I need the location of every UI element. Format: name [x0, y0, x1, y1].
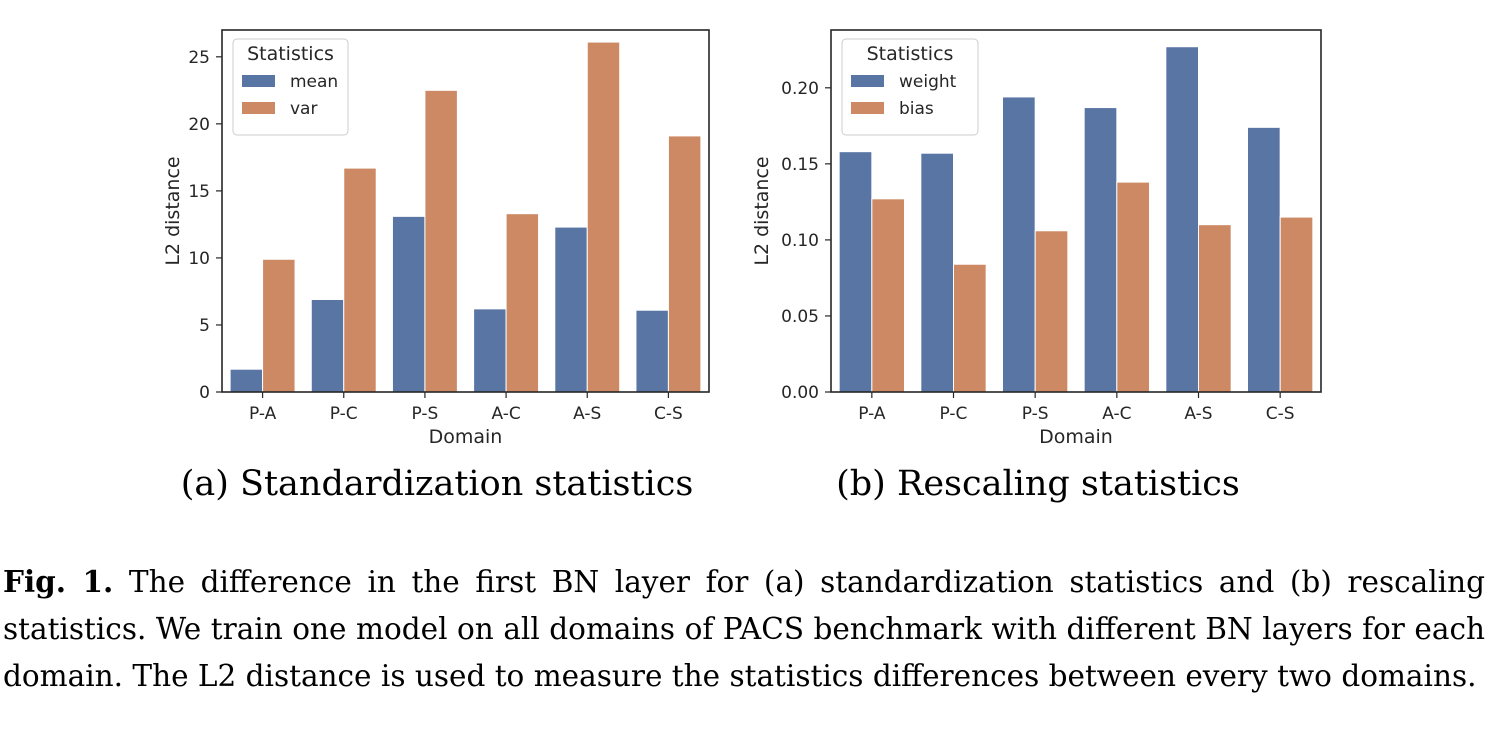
bar-bias-P-C: [953, 263, 987, 393]
x-tick-label: A-C: [1102, 404, 1131, 424]
x-tick-label: P-A: [858, 404, 886, 424]
y-tick-label: 0.10: [781, 231, 819, 251]
bar-var-P-S: [424, 89, 458, 393]
x-tick-label: P-S: [412, 404, 439, 424]
legend-title: Statistics: [867, 43, 954, 65]
plot-frame: [221, 29, 710, 393]
y-tick-label: 5: [199, 316, 210, 336]
bar-mean-C-S: [635, 309, 669, 393]
legend-title: Statistics: [247, 43, 334, 65]
x-tick-label: A-S: [573, 404, 601, 424]
x-tick-label: C-S: [1266, 404, 1295, 424]
subcaption-a: (a) Standardization statistics: [181, 464, 694, 504]
bar-mean-P-S: [391, 215, 426, 393]
bar-weight-P-A: [838, 151, 873, 393]
bar-weight-A-S: [1165, 46, 1200, 393]
y-tick-label: 15: [188, 182, 210, 202]
y-tick-label: 0: [199, 383, 210, 403]
y-tick-label: 0.05: [781, 307, 819, 327]
x-tick-label: C-S: [654, 404, 683, 424]
y-tick-label: 10: [188, 249, 210, 269]
x-tick-label: P-C: [940, 404, 968, 424]
y-axis-label: L2 distance: [162, 156, 184, 265]
bar-bias-P-A: [871, 198, 905, 393]
chart-standardization: 0 5 10 15 20 25 P-A P-C P-S A-C A-S C-S Domain L2 dis…: [162, 29, 710, 448]
caption-text: The difference in the first BN layer for…: [3, 565, 1485, 693]
subcaption-b: (b) Rescaling statistics: [836, 464, 1240, 504]
legend-label-weight: weight: [899, 72, 957, 92]
y-tick-label: 0.00: [781, 383, 819, 403]
plot-frame: [830, 29, 1322, 393]
bar-weight-C-S: [1247, 126, 1281, 393]
x-tick-label: A-S: [1184, 404, 1212, 424]
figure: 0 5 10 15 20 25 P-A P-C P-S A-C A-S C-S Domain L2 dis…: [162, 29, 1322, 504]
x-tick-label: P-C: [330, 404, 358, 424]
bar-var-C-S: [667, 135, 702, 393]
legend-swatch-var: [242, 102, 275, 114]
bar-weight-P-S: [1002, 96, 1036, 393]
legend-label-bias: bias: [899, 99, 934, 119]
bar-var-A-S: [586, 41, 621, 393]
bar-weight-A-C: [1083, 107, 1118, 393]
legend-label-mean: mean: [290, 72, 338, 92]
x-axis-label: Domain: [1039, 426, 1113, 448]
x-tick-label: P-A: [249, 404, 277, 424]
bar-var-P-C: [343, 167, 377, 393]
y-axis-label: L2 distance: [751, 156, 773, 265]
bar-bias-A-S: [1198, 224, 1232, 393]
y-tick-label: 20: [188, 115, 210, 135]
bar-mean-A-C: [473, 308, 507, 393]
bar-var-P-A: [262, 258, 296, 393]
bar-mean-A-S: [554, 226, 588, 393]
bar-bias-C-S: [1279, 216, 1314, 393]
bar-bias-A-C: [1116, 181, 1151, 393]
legend-swatch-weight: [851, 75, 884, 87]
chart-rescaling: 0.00 0.05 0.10 0.15 0.20 P-A P-C P-S A-C A-S C-S Do…: [751, 29, 1322, 448]
legend-label-var: var: [290, 99, 317, 119]
legend-swatch-bias: [851, 102, 884, 114]
caption-label: Fig. 1.: [3, 564, 114, 599]
bar-mean-P-C: [310, 298, 345, 393]
x-axis-label: Domain: [429, 426, 503, 448]
legend-swatch-mean: [242, 75, 275, 87]
y-tick-label: 0.15: [781, 155, 819, 175]
bar-bias-P-S: [1034, 230, 1069, 393]
x-tick-label: P-S: [1022, 404, 1049, 424]
bar-var-A-C: [505, 213, 540, 393]
x-tick-label: A-C: [491, 404, 520, 424]
figure-caption: Fig. 1. The difference in the first BN l…: [3, 558, 1485, 700]
y-tick-label: 0.20: [781, 79, 819, 99]
bar-mean-P-A: [229, 368, 264, 393]
y-tick-label: 25: [188, 48, 210, 68]
bar-weight-P-C: [920, 152, 954, 393]
